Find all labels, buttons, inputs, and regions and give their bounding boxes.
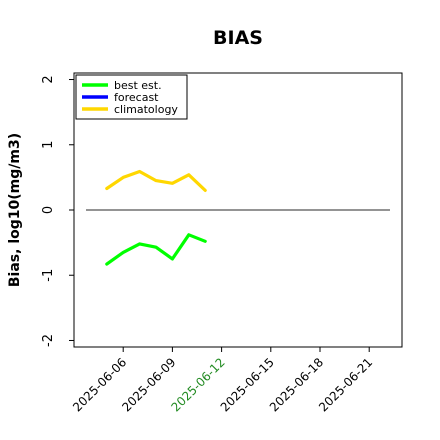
legend-label: forecast xyxy=(114,91,159,104)
y-tick-label: 0 xyxy=(41,206,56,214)
series-line-best-est- xyxy=(105,233,207,266)
chart-title: BIAS xyxy=(213,27,263,49)
y-tick-label: 1 xyxy=(41,141,56,149)
legend-label: best est. xyxy=(114,79,162,92)
y-tick-label: -1 xyxy=(41,269,56,282)
y-tick-label: 2 xyxy=(41,75,56,83)
series-line-climatology xyxy=(105,169,207,192)
y-axis-label: Bias, log10(mg/m3) xyxy=(7,133,23,287)
y-tick-label: -2 xyxy=(41,334,56,347)
legend-label: climatology xyxy=(114,103,178,116)
